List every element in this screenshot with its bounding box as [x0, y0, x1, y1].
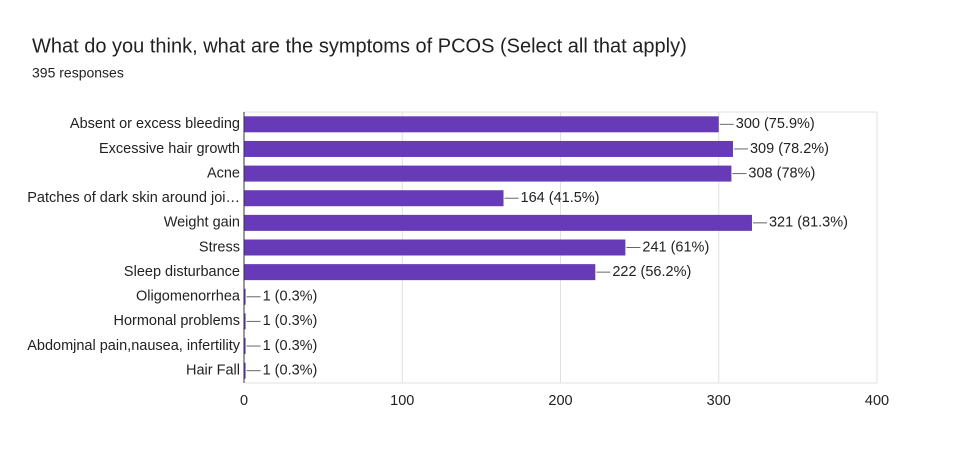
x-tick-label: 0 — [240, 393, 248, 409]
y-tick-label: Weight gain — [164, 215, 240, 231]
value-label: 1 (0.3%) — [263, 313, 318, 329]
y-tick-label: Excessive hair growth — [99, 141, 240, 157]
value-label: 222 (56.2%) — [612, 264, 691, 280]
value-label: 308 (78%) — [748, 165, 815, 181]
chart-title: What do you think, what are the symptoms… — [32, 35, 687, 57]
bar — [244, 140, 733, 157]
bar — [244, 288, 246, 305]
chart-subtitle: 395 responses — [32, 65, 124, 81]
x-tick-label: 100 — [390, 393, 414, 409]
value-label: 1 (0.3%) — [263, 289, 318, 305]
bar — [244, 165, 732, 182]
y-tick-label: Oligomenorrhea — [136, 289, 241, 305]
bar — [244, 264, 596, 281]
bar — [244, 239, 626, 256]
y-tick-label: Hormonal problems — [113, 313, 240, 329]
bar — [244, 362, 246, 379]
value-label: 1 (0.3%) — [263, 338, 318, 354]
bar — [244, 338, 246, 355]
y-tick-label: Acne — [207, 165, 240, 181]
y-tick-label: Patches of dark skin around joi… — [27, 190, 240, 206]
y-tick-label: Absent or excess bleeding — [70, 116, 240, 132]
value-label: 241 (61%) — [642, 239, 709, 255]
value-label: 164 (41.5%) — [521, 190, 600, 206]
value-label: 309 (78.2%) — [750, 141, 829, 157]
x-tick-label: 200 — [548, 393, 572, 409]
value-label: 1 (0.3%) — [263, 363, 318, 379]
x-tick-label: 400 — [865, 393, 889, 409]
bar — [244, 214, 752, 231]
bar — [244, 313, 246, 330]
value-label: 300 (75.9%) — [736, 116, 815, 132]
y-tick-label: Sleep disturbance — [124, 264, 240, 280]
bar — [244, 116, 719, 133]
x-tick-label: 300 — [707, 393, 731, 409]
y-tick-label: Stress — [199, 239, 240, 255]
y-tick-label: Hair Fall — [186, 363, 240, 379]
value-label: 321 (81.3%) — [769, 215, 848, 231]
bar — [244, 190, 504, 207]
y-tick-label: Abdomjnal pain,nausea, infertility — [27, 338, 241, 354]
